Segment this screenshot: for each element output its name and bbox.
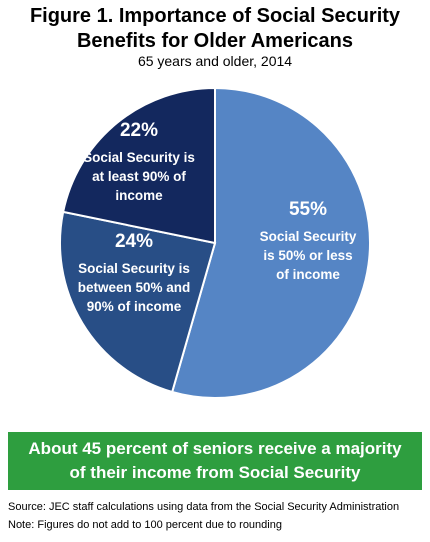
slice-50-to-90-label-line: between 50% and [78, 280, 191, 295]
slice-90-plus-label-line: at least 90% of [92, 169, 186, 184]
slice-50-or-less-label-line: of income [276, 267, 340, 282]
slice-50-or-less-label-line: Social Security [260, 229, 357, 244]
pie-chart: 55% Social Security is 50% or less of incom… [59, 86, 371, 399]
slice-50-to-90 [59, 210, 217, 394]
slice-90-plus-label-line: Social Security is [83, 150, 195, 165]
chart-subtitle: 65 years and older, 2014 [137, 53, 293, 69]
chart-title-line-1: Figure 1. Importance of Social Security [29, 5, 401, 27]
chart-title: Figure 1. Importance of Social Security … [0, 4, 430, 54]
slice-50-to-90-label-line: Social Security is [78, 261, 190, 276]
slice-50-to-90-value-label: 24% [115, 231, 153, 252]
slice-50-or-less-value-label: 55% [289, 199, 327, 220]
slice-50-to-90-label-line: 90% of income [87, 299, 182, 314]
summary-banner-line-1: About 45 percent of seniors receive a ma… [28, 439, 402, 458]
slice-50-or-less-label-line: is 50% or less [263, 248, 352, 263]
slice-90-plus-label-line: income [115, 188, 163, 203]
rounding-note: Note: Figures do not add to 100 percent … [8, 519, 282, 531]
summary-banner: About 45 percent of seniors receive a ma… [8, 432, 422, 490]
summary-banner-line-2: of their income from Social Security [69, 463, 361, 482]
chart-title-line-2: Benefits for Older Americans [76, 30, 353, 52]
source-note: Source: JEC staff calculations using dat… [8, 501, 400, 513]
slice-50-or-less [170, 86, 371, 399]
slice-90-plus-value-label: 22% [120, 120, 158, 141]
slice-90-plus [61, 86, 216, 245]
